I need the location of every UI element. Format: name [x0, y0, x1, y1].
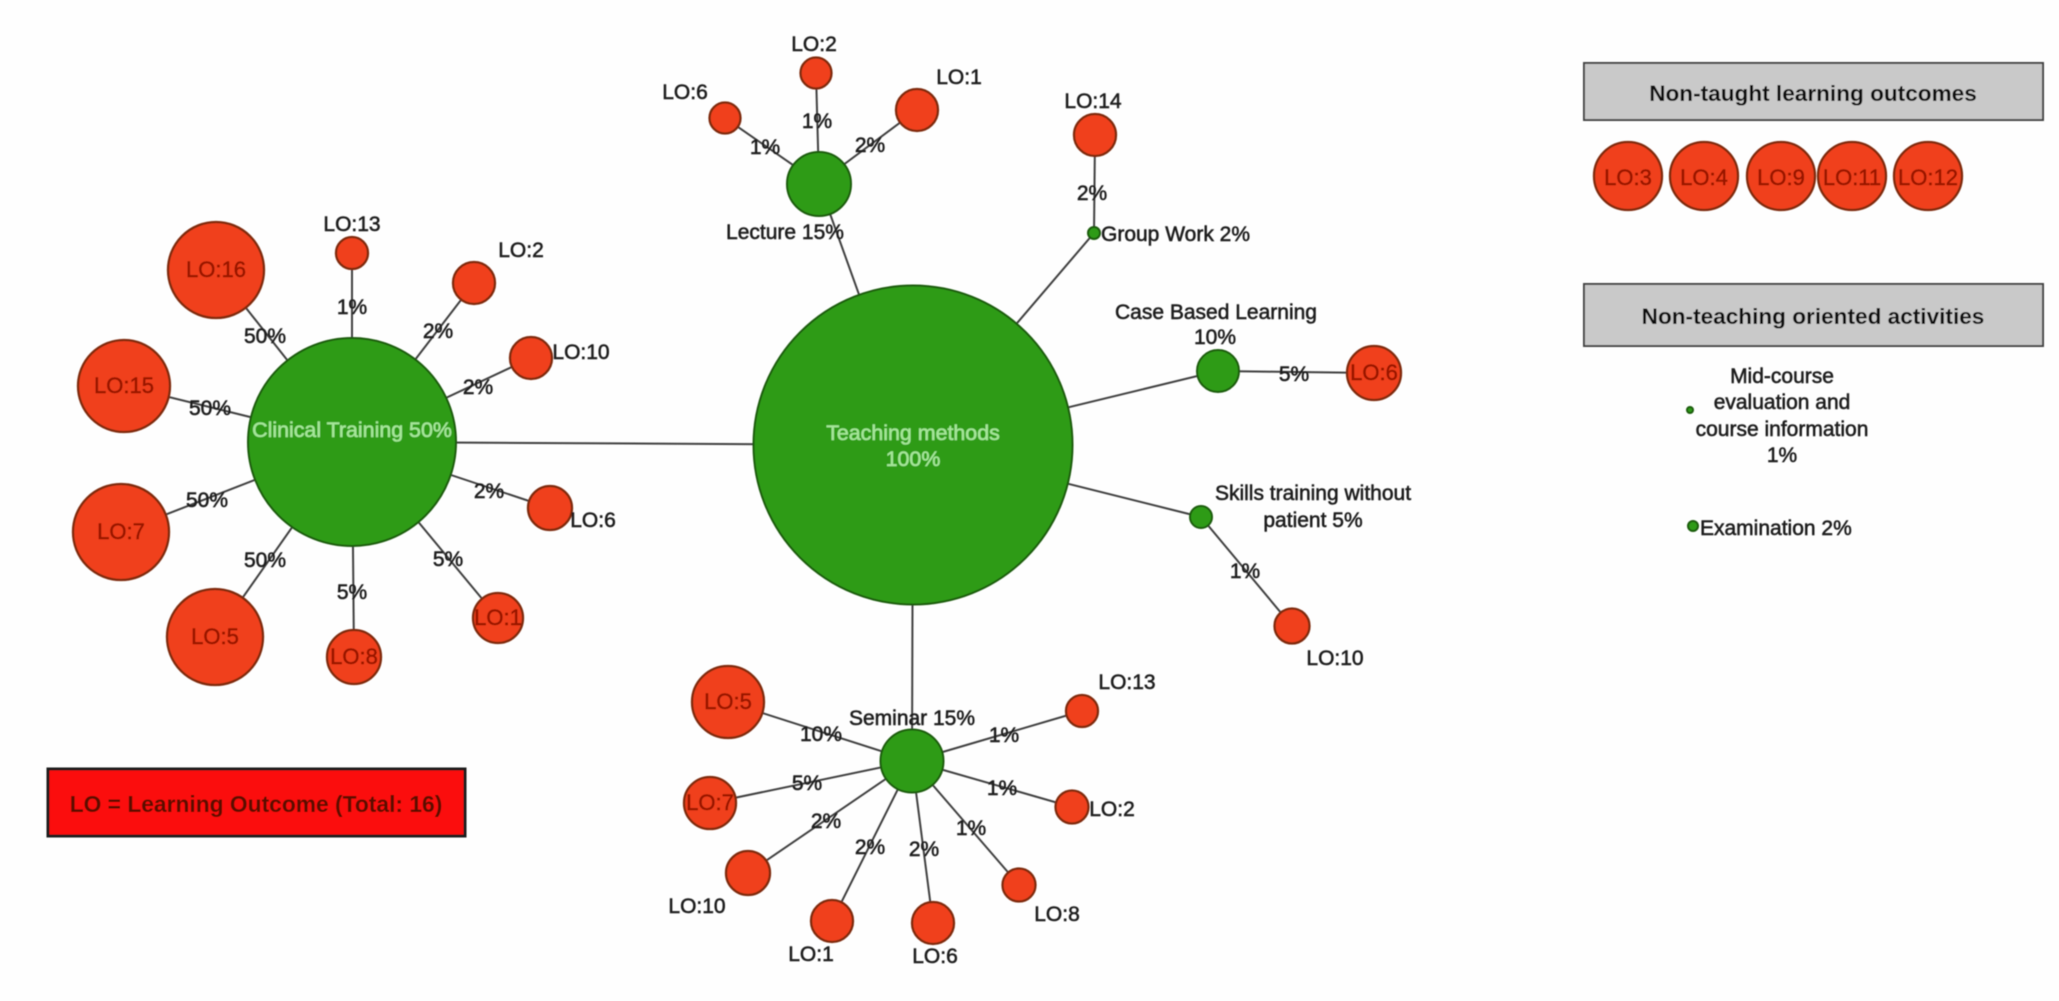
svg-text:1%: 1%	[1230, 560, 1260, 583]
svg-text:LO:1: LO:1	[936, 66, 982, 89]
svg-text:LO:2: LO:2	[1089, 798, 1135, 821]
svg-text:Non-teaching oriented activiti: Non-teaching oriented activities	[1642, 304, 1985, 329]
svg-text:5%: 5%	[433, 548, 463, 571]
svg-text:50%: 50%	[244, 325, 286, 348]
svg-text:100%: 100%	[886, 447, 941, 471]
svg-text:1%: 1%	[956, 817, 986, 840]
svg-text:1%: 1%	[1767, 444, 1797, 467]
svg-text:Seminar 15%: Seminar 15%	[849, 707, 975, 730]
svg-text:evaluation and: evaluation and	[1714, 391, 1851, 414]
svg-text:course information: course information	[1696, 418, 1869, 441]
svg-text:Clinical Training 50%: Clinical Training 50%	[252, 418, 452, 442]
svg-text:50%: 50%	[186, 489, 228, 512]
svg-text:Mid-course: Mid-course	[1730, 365, 1834, 388]
svg-text:LO:11: LO:11	[1823, 165, 1881, 190]
svg-text:LO:6: LO:6	[912, 945, 958, 968]
svg-text:LO:13: LO:13	[323, 213, 380, 236]
svg-text:2%: 2%	[909, 838, 939, 861]
svg-text:5%: 5%	[792, 772, 822, 795]
svg-text:5%: 5%	[337, 581, 367, 604]
svg-text:LO:5: LO:5	[191, 624, 239, 649]
svg-text:1%: 1%	[987, 777, 1017, 800]
svg-text:LO:1: LO:1	[474, 605, 522, 630]
svg-text:LO:7: LO:7	[97, 519, 145, 544]
svg-text:2%: 2%	[811, 810, 841, 833]
svg-text:LO:10: LO:10	[668, 895, 725, 918]
svg-text:LO:5: LO:5	[704, 689, 752, 714]
svg-text:LO:4: LO:4	[1680, 165, 1728, 190]
svg-text:1%: 1%	[750, 136, 780, 159]
svg-text:2%: 2%	[855, 134, 885, 157]
svg-text:LO:6: LO:6	[662, 81, 708, 104]
svg-text:5%: 5%	[1279, 363, 1309, 386]
svg-text:LO:10: LO:10	[1306, 647, 1363, 670]
svg-text:LO:7: LO:7	[686, 790, 734, 815]
svg-text:50%: 50%	[244, 549, 286, 572]
svg-text:LO:12: LO:12	[1898, 165, 1958, 190]
svg-text:1%: 1%	[802, 110, 832, 133]
svg-text:LO:3: LO:3	[1604, 165, 1652, 190]
svg-text:patient 5%: patient 5%	[1263, 509, 1362, 532]
svg-text:LO:8: LO:8	[1034, 903, 1080, 926]
svg-text:1%: 1%	[337, 296, 367, 319]
svg-text:Lecture 15%: Lecture 15%	[726, 221, 844, 244]
svg-text:Non-taught learning outcomes: Non-taught learning outcomes	[1649, 81, 1977, 106]
svg-text:2%: 2%	[463, 376, 493, 399]
svg-text:LO:2: LO:2	[498, 239, 544, 262]
svg-text:Teaching methods: Teaching methods	[826, 421, 1000, 445]
svg-text:10%: 10%	[800, 723, 842, 746]
svg-text:LO:6: LO:6	[1350, 360, 1398, 385]
svg-text:2%: 2%	[423, 320, 453, 343]
svg-text:LO:8: LO:8	[330, 644, 378, 669]
svg-text:2%: 2%	[474, 480, 504, 503]
svg-text:LO:6: LO:6	[570, 509, 616, 532]
svg-text:LO:9: LO:9	[1757, 165, 1805, 190]
svg-text:LO:15: LO:15	[94, 373, 154, 398]
svg-text:Group Work 2%: Group Work 2%	[1101, 223, 1250, 246]
svg-text:1%: 1%	[989, 724, 1019, 747]
svg-text:LO:10: LO:10	[552, 341, 609, 364]
svg-text:10%: 10%	[1194, 326, 1236, 349]
svg-text:LO = Learning Outcome (Total:: LO = Learning Outcome (Total: 16)	[70, 791, 443, 817]
svg-text:LO:13: LO:13	[1098, 671, 1155, 694]
svg-text:LO:1: LO:1	[788, 943, 834, 966]
svg-text:2%: 2%	[1077, 182, 1107, 205]
svg-text:LO:2: LO:2	[791, 33, 837, 56]
svg-text:2%: 2%	[855, 836, 885, 859]
svg-text:Examination 2%: Examination 2%	[1700, 517, 1852, 540]
svg-text:LO:16: LO:16	[186, 257, 246, 282]
svg-text:50%: 50%	[189, 397, 231, 420]
svg-text:Case Based Learning: Case Based Learning	[1115, 301, 1317, 324]
svg-text:LO:14: LO:14	[1064, 90, 1122, 113]
svg-text:Skills training without: Skills training without	[1215, 482, 1411, 505]
